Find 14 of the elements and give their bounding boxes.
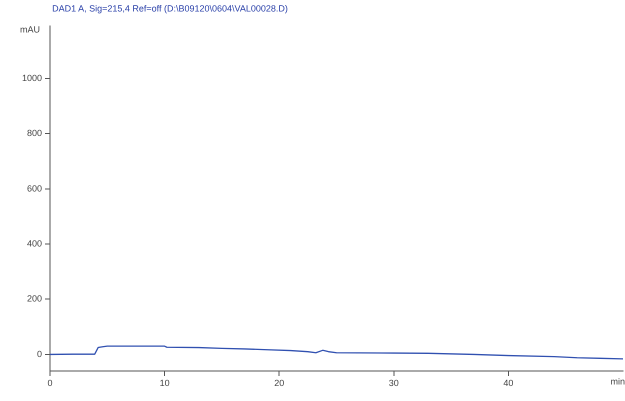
y-tick-label: 200 (26, 294, 42, 304)
chart-title: DAD1 A, Sig=215,4 Ref=off (D:\B09120\0604\VAL00028.D) (52, 3, 288, 14)
x-tick-label: 40 (503, 378, 514, 388)
y-tick-label: 800 (26, 128, 42, 138)
x-tick-label: 20 (274, 378, 284, 388)
y-axis-title: mAU (20, 24, 40, 34)
y-tick-label: 0 (36, 348, 42, 359)
y-tick-label: 600 (26, 183, 42, 194)
x-axis-title: min (610, 376, 625, 386)
y-tick-label: 1000 (22, 72, 42, 83)
y-tick-label: 400 (26, 238, 42, 249)
x-tick-label: 30 (388, 378, 399, 388)
x-tick-label: 0 (47, 378, 53, 388)
x-tick-label: 10 (160, 378, 170, 388)
